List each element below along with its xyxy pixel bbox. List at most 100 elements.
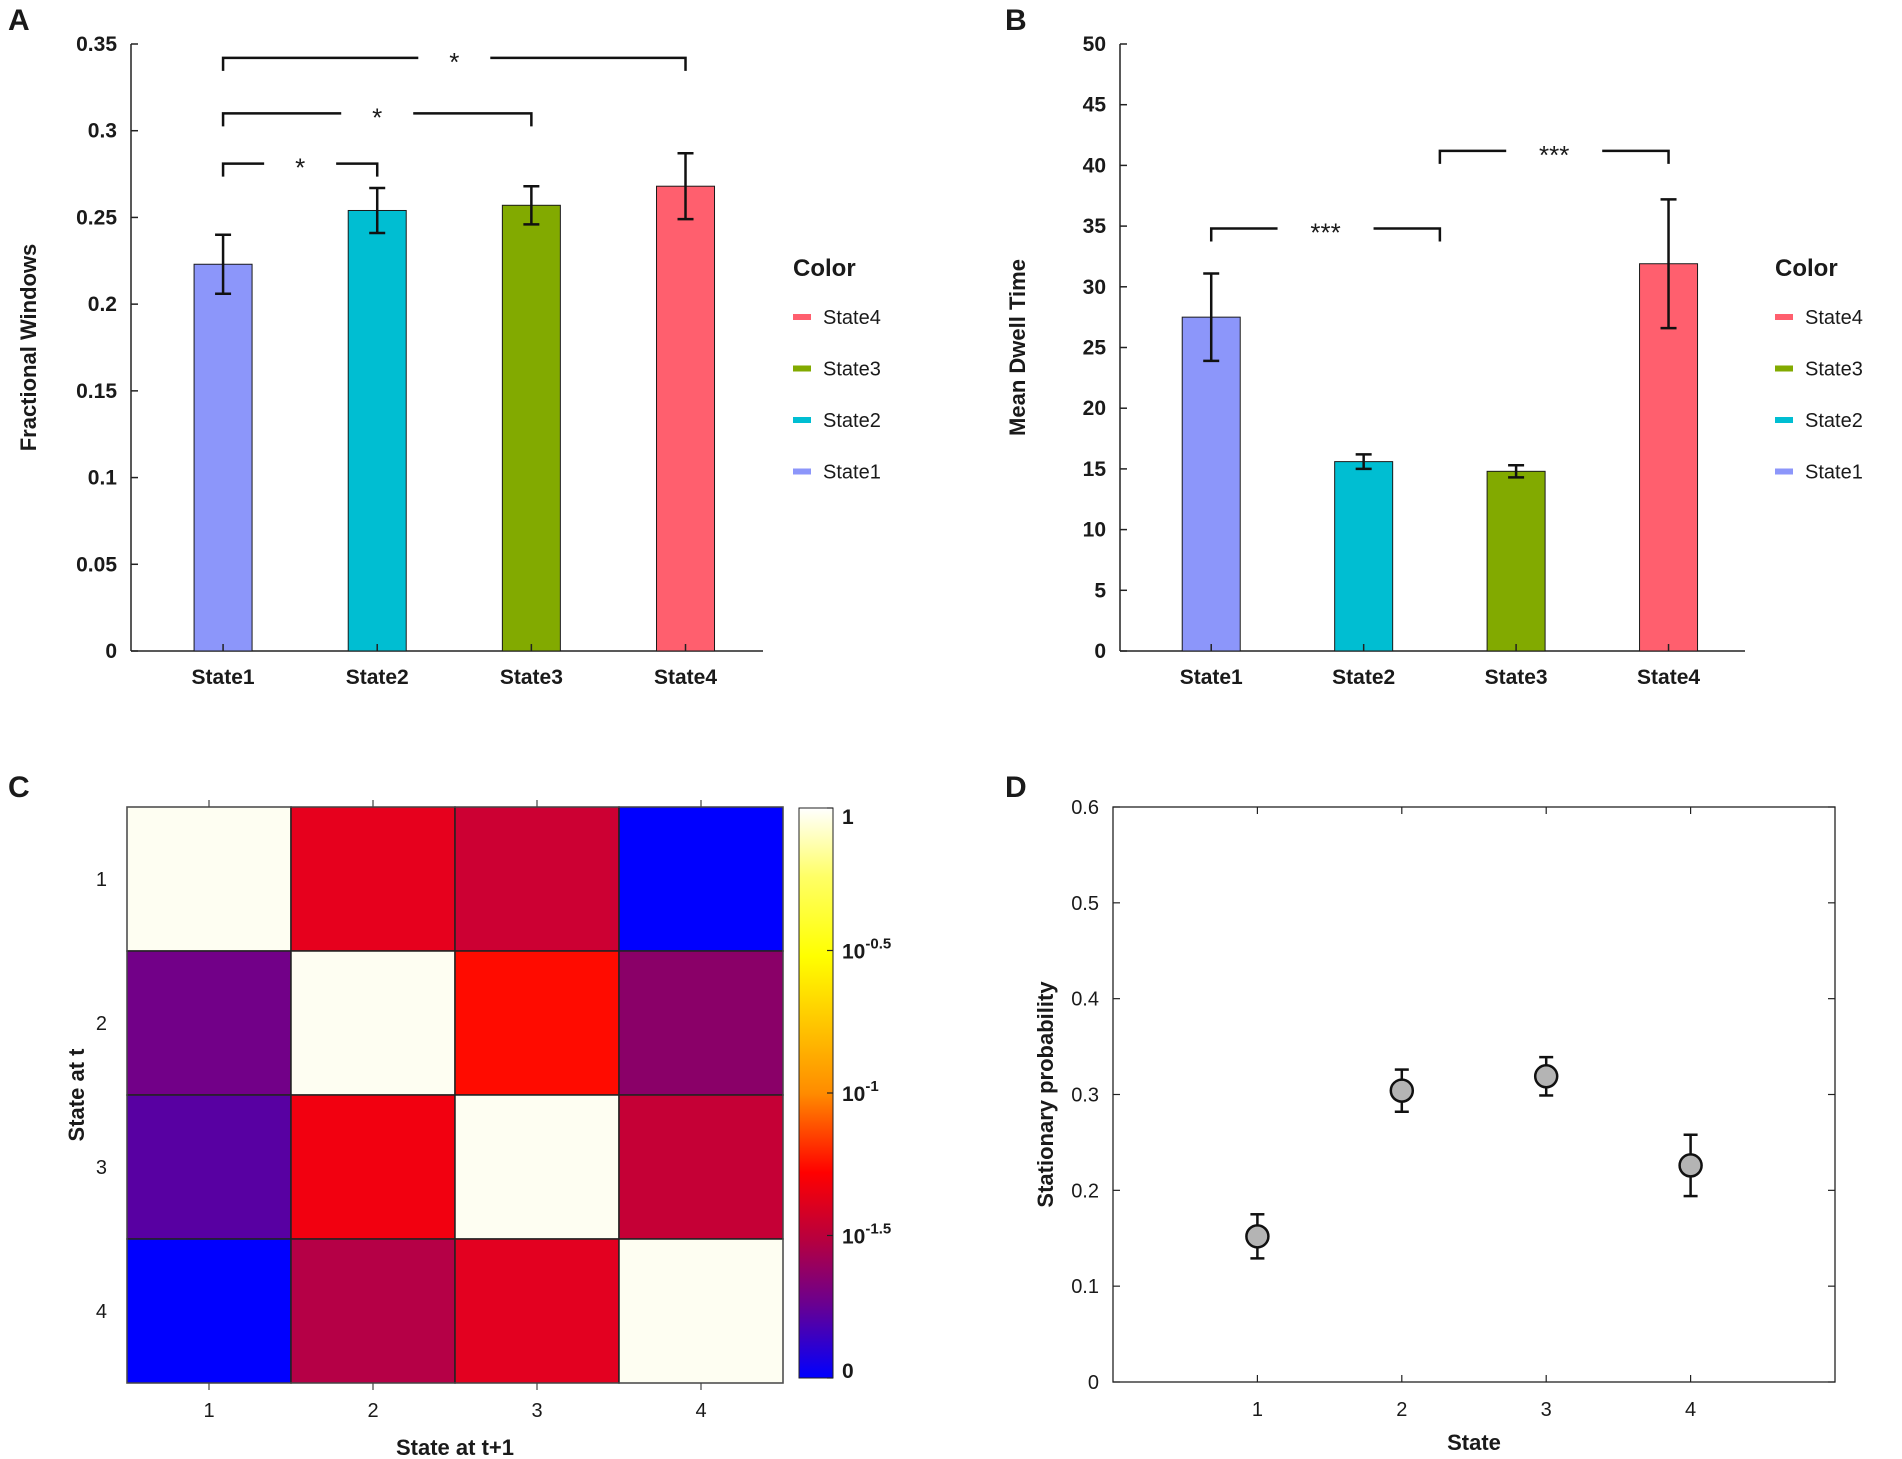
scatter-y-tick-label: 0.5 (1071, 893, 1099, 915)
panel-a-bar-chart: 0 0.05 0.1 0.15 0.2 0.25 0.3 0.35 State1 State2 St… (16, 33, 881, 689)
panel-a-legend-title: Color (793, 255, 856, 282)
scatter-y-tick-label: 0.4 (1071, 989, 1099, 1011)
scatter-y-tick-label: 0.2 (1071, 1180, 1099, 1202)
scatter-x-axis-title: State (1447, 1430, 1501, 1455)
scatter-y-axis-title: Stationary probability (1033, 981, 1058, 1208)
heatmap-cell-r3-c3 (454, 1094, 620, 1240)
panel-b-legend-label-state3: State3 (1805, 359, 1863, 381)
scatter-point-4 (1678, 1153, 1703, 1178)
panel-b-significance-label: *** (1539, 140, 1569, 170)
scatter-y-tick-label: 0.1 (1071, 1276, 1099, 1298)
panel-a-y-tick-label: 0.35 (76, 33, 117, 56)
panel-b-y-tick-label: 25 (1083, 337, 1107, 360)
panel-a-legend-label-state1: State1 (823, 462, 881, 484)
heatmap-x-tick-label: 3 (531, 1400, 542, 1422)
panel-c-heatmap: 1 2 3 4 1 2 3 4 State at t+1 State at t 1 10-0.5 10-… (64, 800, 891, 1459)
panel-a-bar-state2 (347, 209, 407, 652)
panel-b-bar-state2 (1334, 461, 1394, 652)
panel-b-y-tick-label: 35 (1083, 215, 1107, 238)
panel-a-significance-label: * (372, 102, 382, 132)
heatmap-y-tick-label: 1 (96, 869, 107, 891)
heatmap-cell-r4-c3 (454, 1238, 620, 1384)
scatter-point-2 (1389, 1078, 1415, 1103)
panel-b-y-tick-label: 5 (1094, 579, 1106, 602)
heatmap-frame (126, 806, 784, 1384)
heatmap-x-tick-label: 4 (695, 1400, 706, 1422)
heatmap-cell-r1-c1 (126, 806, 292, 952)
heatmap-cell-r3-c2 (290, 1094, 456, 1240)
heatmap-x-tick-label: 1 (203, 1400, 214, 1422)
panel-a-y-tick-label: 0.3 (88, 120, 117, 143)
panel-a-y-tick-label: 0.05 (76, 553, 117, 576)
heatmap-cell-r3-c1 (126, 1094, 292, 1240)
panel-a-x-tick-label: State2 (346, 666, 409, 689)
panel-a-x-tick-label: State4 (654, 666, 717, 689)
panel-label-c: C (8, 771, 30, 804)
panel-a-significance-bracket (221, 162, 379, 177)
panel-b-y-axis-title: Mean Dwell Time (1005, 259, 1030, 436)
heatmap-cell-r1-c2 (290, 806, 456, 952)
colorbar-tick-label: 10-1.5 (842, 1221, 891, 1249)
panel-a-y-axis-title: Fractional Windows (16, 244, 41, 452)
heatmap-y-tick-label: 4 (96, 1301, 107, 1323)
scatter-frame (1112, 806, 1836, 1383)
heatmap-cell-r2-c4 (618, 950, 784, 1096)
panel-b-bar-state1 (1181, 316, 1241, 652)
panel-b-significance-label: *** (1310, 218, 1340, 248)
panel-label-b: B (1005, 4, 1027, 37)
panel-a-significance-bracket (221, 112, 533, 127)
panel-a-y-tick-label: 0 (105, 640, 117, 663)
colorbar-tick-label: 10-0.5 (842, 936, 891, 964)
scatter-x-tick-label: 3 (1541, 1399, 1552, 1421)
panel-a-y-tick-label: 0.2 (88, 293, 117, 316)
panel-a-x-tick-label: State3 (500, 666, 563, 689)
panel-b-x-tick-label: State1 (1180, 666, 1243, 689)
panel-label-d: D (1005, 771, 1027, 804)
heatmap-cell-r1-c3 (454, 806, 620, 952)
scatter-x-tick-label: 1 (1252, 1399, 1263, 1421)
panel-b-bar-state3 (1486, 470, 1546, 652)
scatter-x-tick-label: 2 (1396, 1399, 1407, 1421)
panel-b-x-tick-label: State3 (1485, 666, 1548, 689)
heatmap-y-axis-title: State at t (64, 1048, 89, 1142)
panel-label-a: A (8, 4, 30, 37)
heatmap-cell-r2-c2 (290, 950, 456, 1096)
panel-b-y-tick-label: 40 (1083, 154, 1106, 177)
heatmap-x-axis-title: State at t+1 (396, 1435, 514, 1459)
heatmap-cell-r1-c4 (618, 806, 784, 952)
panel-a-bar-state4 (656, 185, 716, 652)
panel-b-y-tick-label: 45 (1083, 94, 1107, 117)
colorbar-tick-label: 1 (842, 806, 854, 829)
panel-b-legend-label-state2: State2 (1805, 410, 1863, 432)
panel-b-significance-bracket (1209, 227, 1442, 242)
scatter-point-3 (1533, 1064, 1559, 1089)
panel-b-legend-label-state4: State4 (1805, 307, 1863, 329)
panel-a-significance-label: * (449, 47, 459, 77)
heatmap-cell-r4-c4 (618, 1238, 784, 1384)
heatmap-cell-r2-c3 (454, 950, 620, 1096)
scatter-x-tick-label: 4 (1685, 1399, 1696, 1421)
panel-a-y-tick-label: 0.25 (76, 206, 117, 229)
scatter-y-tick-label: 0.6 (1071, 797, 1099, 819)
panel-b-x-tick-label: State2 (1332, 666, 1395, 689)
colorbar-tick-label: 10-1 (842, 1078, 879, 1106)
panel-b-y-tick-label: 50 (1083, 33, 1106, 56)
panel-a-x-tick-label: State1 (192, 666, 255, 689)
scatter-y-tick-label: 0.3 (1071, 1085, 1099, 1107)
heatmap-x-tick-label: 2 (367, 1400, 378, 1422)
scatter-point-1 (1245, 1224, 1270, 1249)
panel-b-y-tick-label: 10 (1083, 519, 1106, 542)
scatter-y-tick-label: 0 (1088, 1372, 1099, 1394)
panel-a-legend-label-state3: State3 (823, 359, 881, 381)
panel-a-bar-state1 (193, 263, 253, 652)
panel-a-bar-state3 (501, 204, 561, 652)
panel-b-x-tick-label: State4 (1637, 666, 1700, 689)
heatmap-cell-r3-c4 (618, 1094, 784, 1240)
panel-a-significance-label: * (295, 153, 305, 183)
panel-d-scatter: 0 0.1 0.2 0.3 0.4 0.5 0.6 1 2 3 4 State Stationary p… (1033, 797, 1836, 1455)
panel-b-y-tick-label: 0 (1094, 640, 1106, 663)
heatmap-y-tick-label: 3 (96, 1157, 107, 1179)
panel-a-y-tick-label: 0.1 (88, 467, 118, 490)
panel-b-y-tick-label: 30 (1083, 276, 1106, 299)
